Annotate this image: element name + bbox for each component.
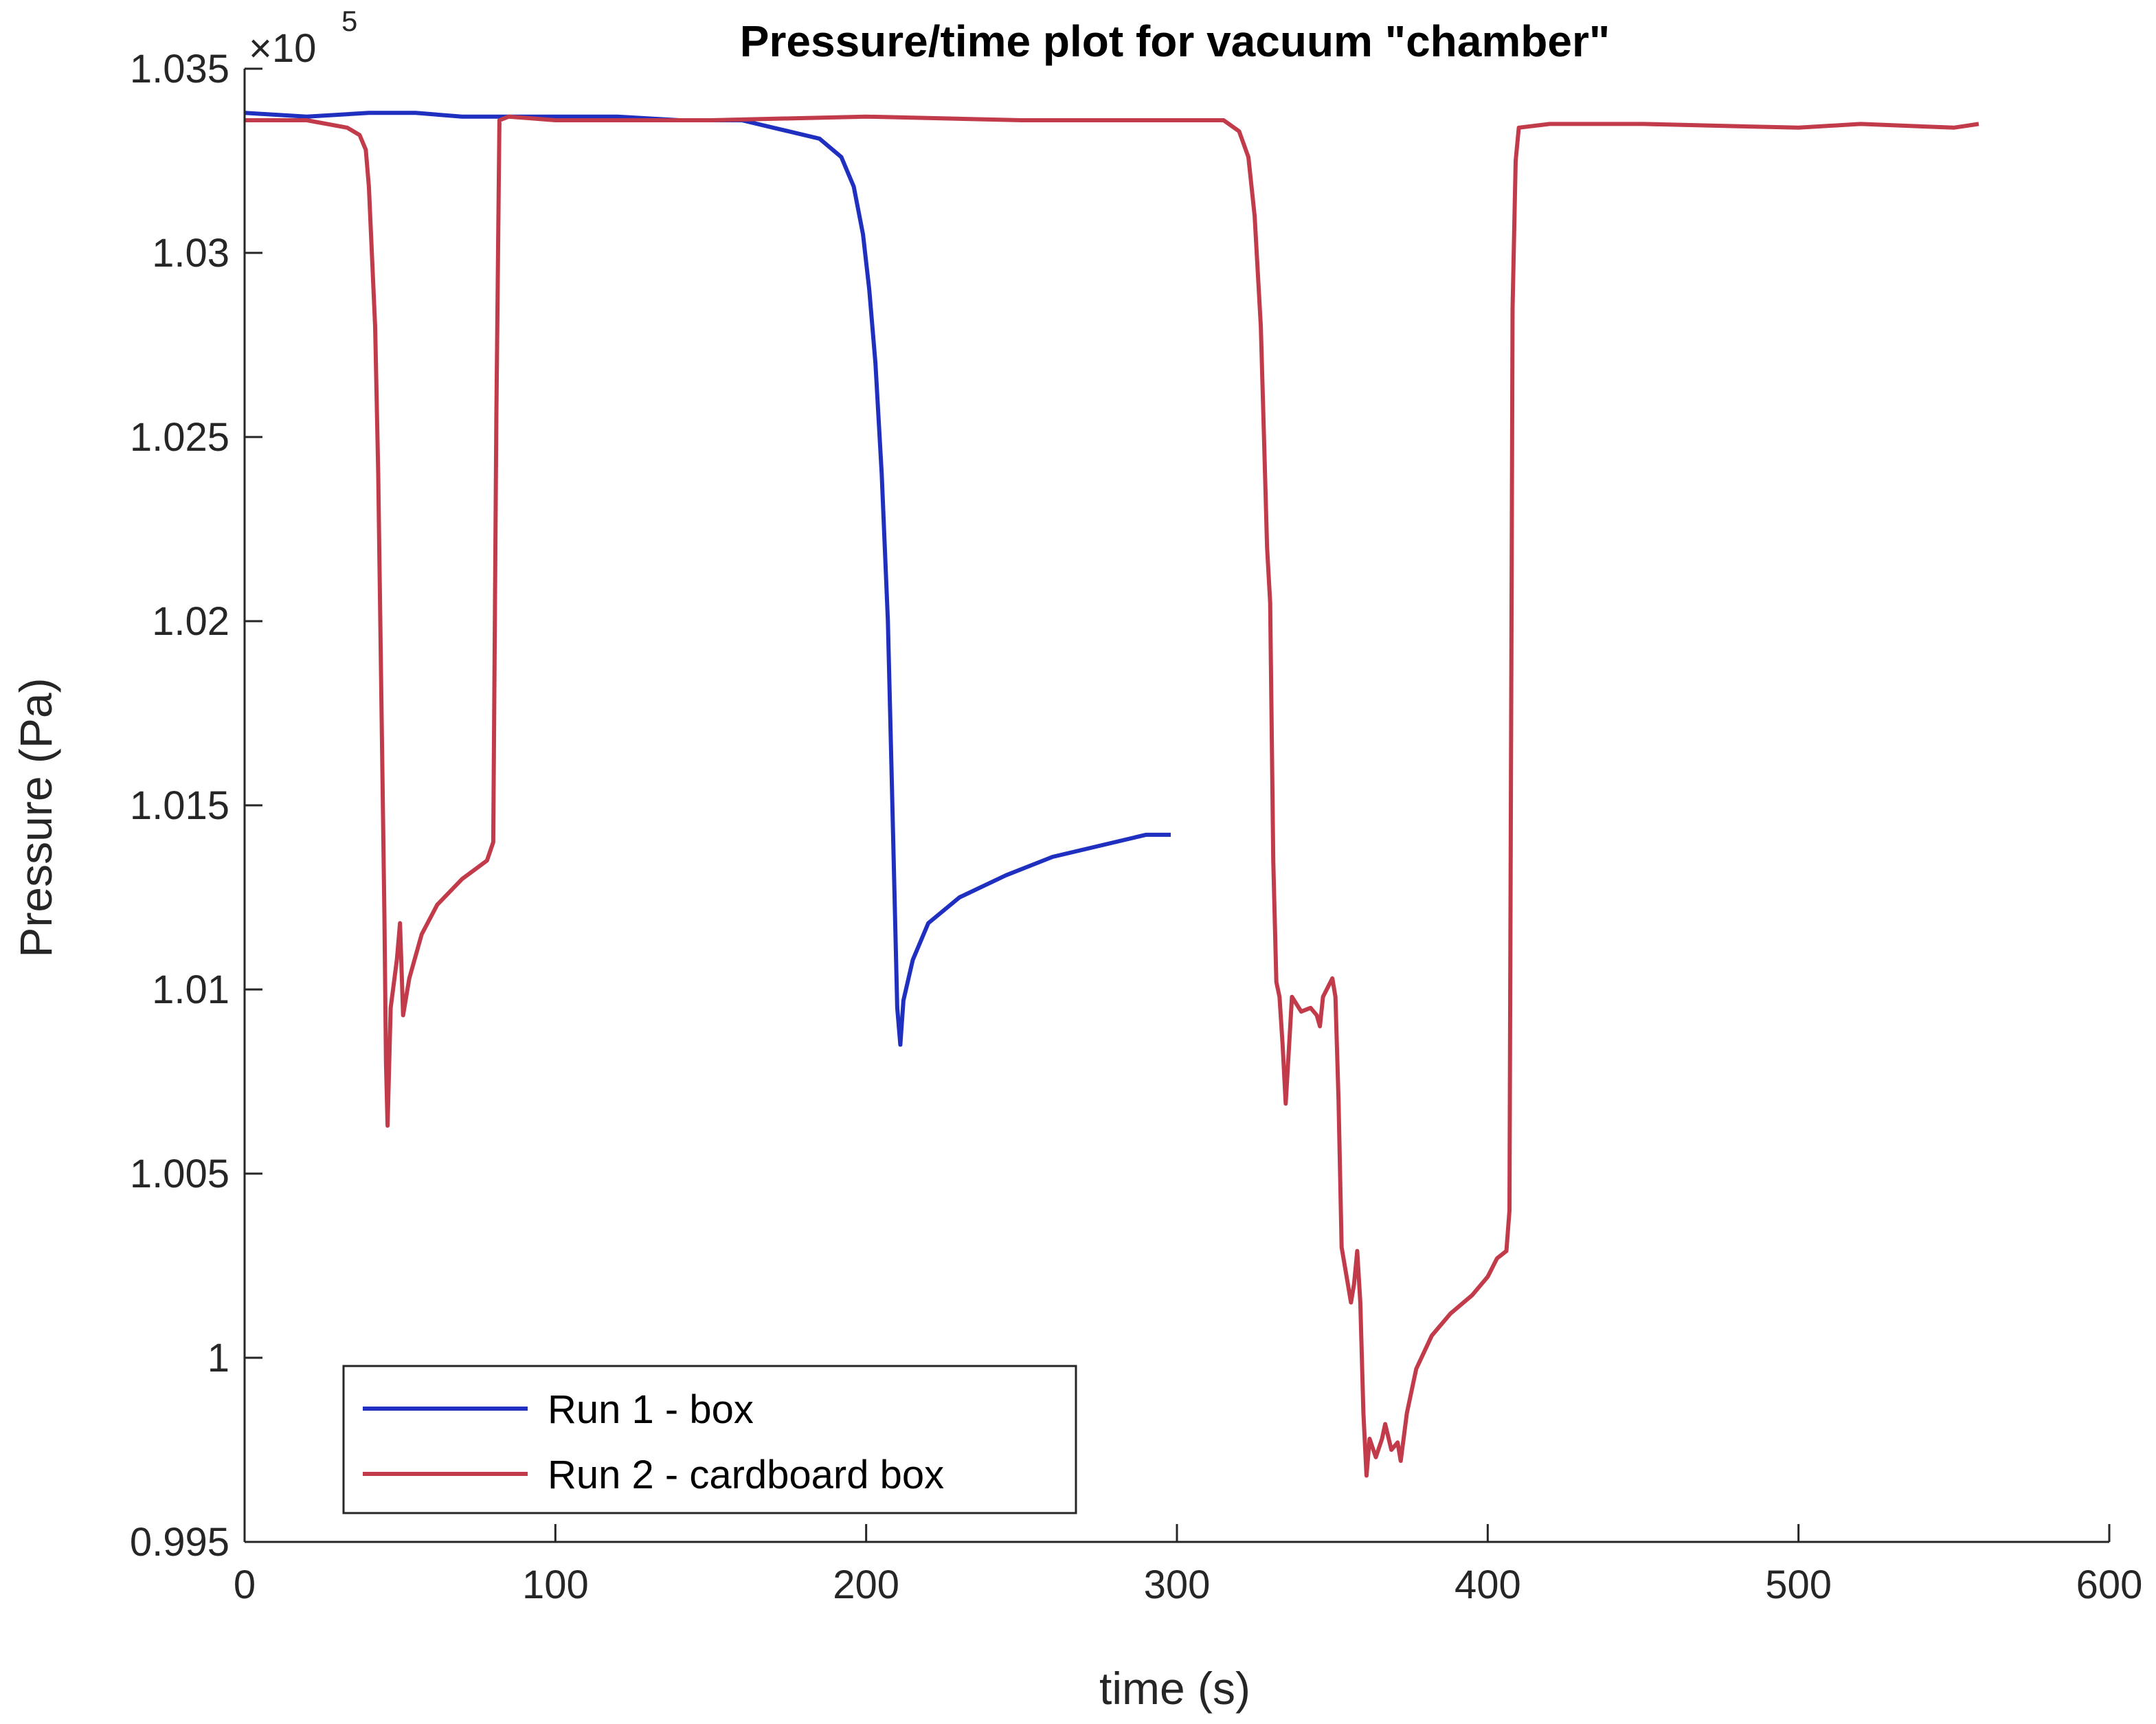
x-tick-label: 300 [1144, 1563, 1211, 1607]
y-tick-label: 1 [207, 1336, 229, 1380]
y-tick-label: 1.025 [130, 415, 229, 460]
x-tick-label: 0 [234, 1563, 256, 1607]
legend-label-run2: Run 2 - cardboard box [548, 1453, 944, 1497]
y-multiplier: ×10 5 [249, 5, 357, 71]
x-tick-label: 100 [522, 1563, 589, 1607]
x-axis-label: time (s) [1099, 1663, 1250, 1714]
chart-title: Pressure/time plot for vacuum "chamber" [740, 16, 1610, 66]
legend-label-run1: Run 1 - box [548, 1387, 754, 1432]
x-tick-label: 200 [833, 1563, 899, 1607]
legend-box [342, 1365, 1077, 1514]
y-tick-label: 1.005 [130, 1152, 229, 1196]
y-tick-label: 1.02 [152, 599, 229, 644]
y-tick-label: 1.03 [152, 231, 229, 276]
y-tick-label: 1.01 [152, 967, 229, 1012]
series-layer [244, 111, 1979, 1478]
y-multiplier-exponent: 5 [341, 5, 357, 37]
y-axis-label: Pressure (Pa) [10, 678, 61, 957]
x-tick-label: 500 [1765, 1563, 1832, 1607]
y-tick-label: 0.995 [130, 1520, 229, 1565]
x-tick-label: 600 [2076, 1563, 2143, 1607]
y-multiplier-base: ×10 [249, 26, 316, 71]
y-tick-label: 1.035 [130, 47, 229, 91]
ticks-layer: 0 100 200 300 400 500 600 0.995 1 1.005 1.01 1.015 1… [130, 47, 2143, 1607]
legend: Run 1 - box Run 2 - cardboard box [342, 1365, 1077, 1514]
plot-area [245, 69, 2109, 1542]
series-line-2 [245, 114, 1979, 1478]
x-tick-label: 400 [1455, 1563, 1521, 1607]
y-tick-label: 1.015 [130, 783, 229, 828]
